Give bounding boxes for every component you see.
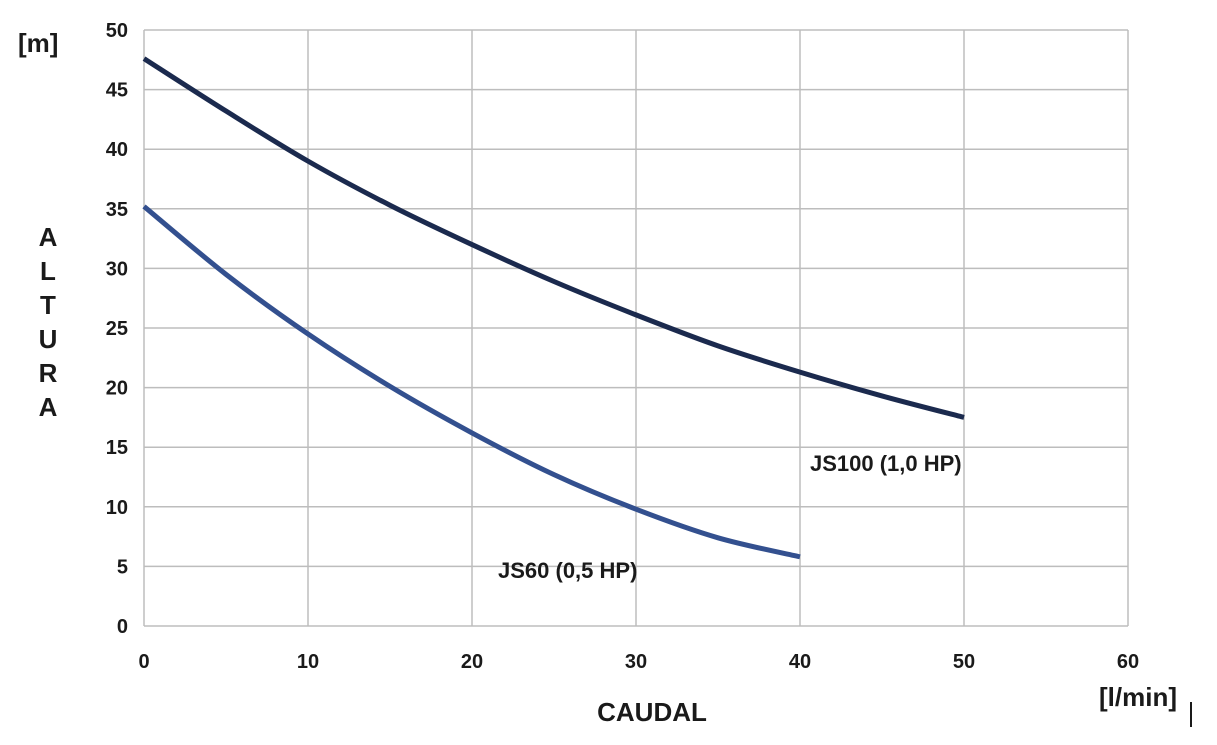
y-unit-label: [m] xyxy=(18,28,58,58)
series-line-1 xyxy=(142,204,801,560)
x-tick-label: 40 xyxy=(789,651,811,673)
y-tick-label: 20 xyxy=(106,378,128,400)
y-axis-title-letter: R xyxy=(39,358,58,388)
y-tick-label: 40 xyxy=(106,139,128,161)
y-tick-label: 35 xyxy=(106,199,128,221)
y-axis-title-letter: T xyxy=(40,290,56,320)
x-unit-label: [l/min] xyxy=(1099,682,1177,712)
x-tick-label: 0 xyxy=(138,651,149,673)
series-label-0: JS100 (1,0 HP) xyxy=(810,451,962,476)
grid xyxy=(143,29,1129,627)
y-tick-label: 45 xyxy=(106,80,128,102)
y-axis-title-letter: A xyxy=(39,222,58,252)
y-axis-title-letter: L xyxy=(40,256,56,286)
x-tick-label: 20 xyxy=(461,651,483,673)
series-labels: JS100 (1,0 HP) JS60 (0,5 HP) xyxy=(498,451,962,583)
series-label-1: JS60 (0,5 HP) xyxy=(498,558,637,583)
x-tick-label: 30 xyxy=(625,651,647,673)
y-tick-label: 15 xyxy=(106,437,128,459)
y-tick-label: 0 xyxy=(117,616,128,638)
y-tick-label: 30 xyxy=(106,258,128,280)
x-tick-label: 60 xyxy=(1117,651,1139,673)
y-axis-ticks: 0 5 10 15 20 25 30 35 40 45 50 xyxy=(106,20,128,638)
y-tick-label: 10 xyxy=(106,497,128,519)
x-tick-label: 10 xyxy=(297,651,319,673)
y-axis-title-letter: A xyxy=(39,392,58,422)
x-tick-label: 50 xyxy=(953,651,975,673)
series-line-0 xyxy=(142,56,965,420)
x-axis-ticks: 0 10 20 30 40 50 60 xyxy=(138,651,1139,673)
y-axis-title-letter: U xyxy=(39,324,58,354)
x-axis-title: CAUDAL xyxy=(597,697,707,727)
y-tick-label: 5 xyxy=(117,556,128,578)
series-lines xyxy=(142,56,965,560)
y-tick-label: 25 xyxy=(106,318,128,340)
y-tick-label: 50 xyxy=(106,20,128,42)
